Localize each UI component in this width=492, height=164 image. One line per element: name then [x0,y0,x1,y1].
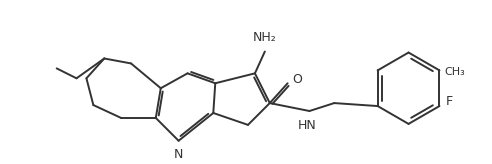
Text: O: O [293,73,303,86]
Text: N: N [174,148,184,161]
Text: CH₃: CH₃ [444,67,465,77]
Text: HN: HN [298,119,317,132]
Text: F: F [445,95,453,108]
Text: NH₂: NH₂ [253,31,277,44]
